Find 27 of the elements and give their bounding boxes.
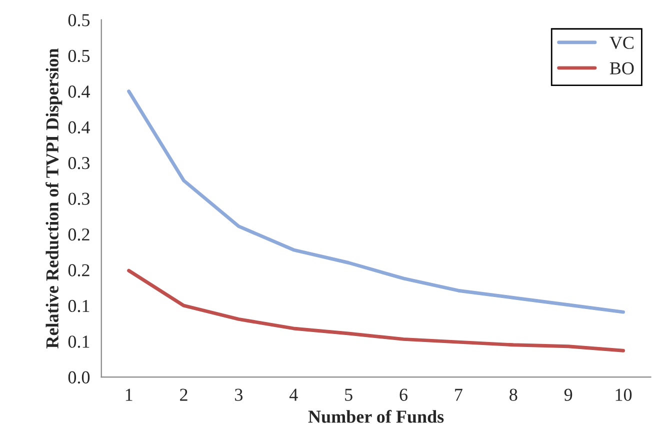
x-tick-label: 8: [510, 388, 518, 401]
x-tick-label: 5: [345, 388, 352, 401]
y-tick-label: 0.3: [68, 156, 90, 170]
x-tick-label: 3: [235, 388, 243, 401]
legend-label: VC: [610, 36, 634, 50]
x-tick-label: 10: [616, 388, 632, 401]
line-series: [127, 90, 625, 314]
y-tick-label: 0.2: [68, 228, 90, 241]
y-axis-title: Relative Reduction of TVPI Dispersion: [46, 48, 62, 348]
x-tick-label: 6: [400, 388, 408, 401]
y-tick-label: 0.5: [68, 14, 90, 26]
x-tick-label: 1: [126, 388, 132, 401]
y-tick-label: 0.3: [68, 192, 90, 205]
y-tick-label: 0.2: [68, 264, 90, 276]
y-tick-label: 0.4: [68, 121, 90, 134]
x-axis-title: Number of Funds: [308, 410, 444, 423]
x-tick-label: 4: [289, 388, 298, 401]
x-tick-label: 7: [455, 388, 462, 401]
line-series: [127, 268, 625, 352]
y-tick-label: 0.0: [68, 371, 90, 384]
y-tick-label: 0.1: [68, 336, 90, 348]
legend-label: BO: [610, 62, 634, 74]
x-tick-label: 9: [564, 388, 572, 401]
y-tick-label: 0.5: [68, 50, 90, 62]
y-tick-label: 0.4: [68, 86, 90, 98]
y-tick-label: 0.1: [68, 300, 90, 312]
x-tick-label: 2: [180, 388, 188, 401]
